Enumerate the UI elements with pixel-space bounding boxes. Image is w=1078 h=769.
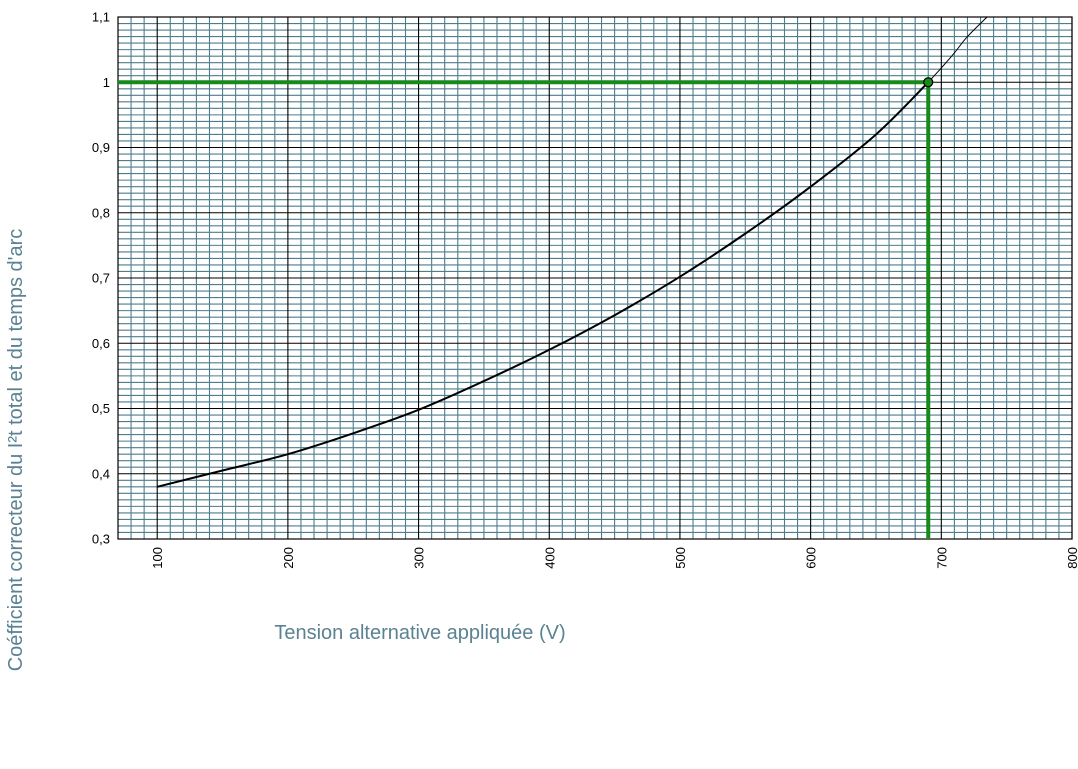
series-line-1: [156, 81, 929, 488]
y-tick-label: 0,5: [92, 401, 110, 416]
y-tick-label: 0,4: [92, 466, 110, 481]
y-tick-label: 0,8: [92, 205, 110, 220]
y-tick-label: 0,9: [92, 140, 110, 155]
series-line-2: [927, 16, 988, 83]
x-tick-label: 700: [934, 547, 949, 569]
y-tick-label: 0,7: [92, 271, 110, 286]
x-tick-label: 100: [150, 547, 165, 569]
series-layer: [118, 16, 988, 539]
x-tick-label: 600: [804, 547, 819, 569]
y-axis-title: Coéfficient correcteur du I²t total et d…: [5, 229, 27, 672]
plot-frame: [117, 16, 1073, 540]
x-tick-label: 300: [412, 547, 427, 569]
x-tick-label: 200: [281, 547, 296, 569]
y-tick-label: 1,1: [92, 10, 110, 25]
x-axis-title: Tension alternative appliquée (V): [274, 622, 565, 644]
reference-point-marker: [923, 77, 934, 88]
grid-layer: [117, 16, 1073, 540]
x-tick-label: 400: [542, 547, 557, 569]
y-tick-label: 0,6: [92, 336, 110, 351]
y-tick-label: 1: [103, 75, 110, 90]
y-tick-label: 0,3: [92, 532, 110, 547]
tick-layer: 0,3 0,4 0,5 0,6 0,7 0,8 0,9 1 1,1 100 200 300 400 500…: [92, 10, 1078, 569]
x-tick-label: 500: [673, 547, 688, 569]
x-tick-label: 800: [1065, 547, 1078, 569]
